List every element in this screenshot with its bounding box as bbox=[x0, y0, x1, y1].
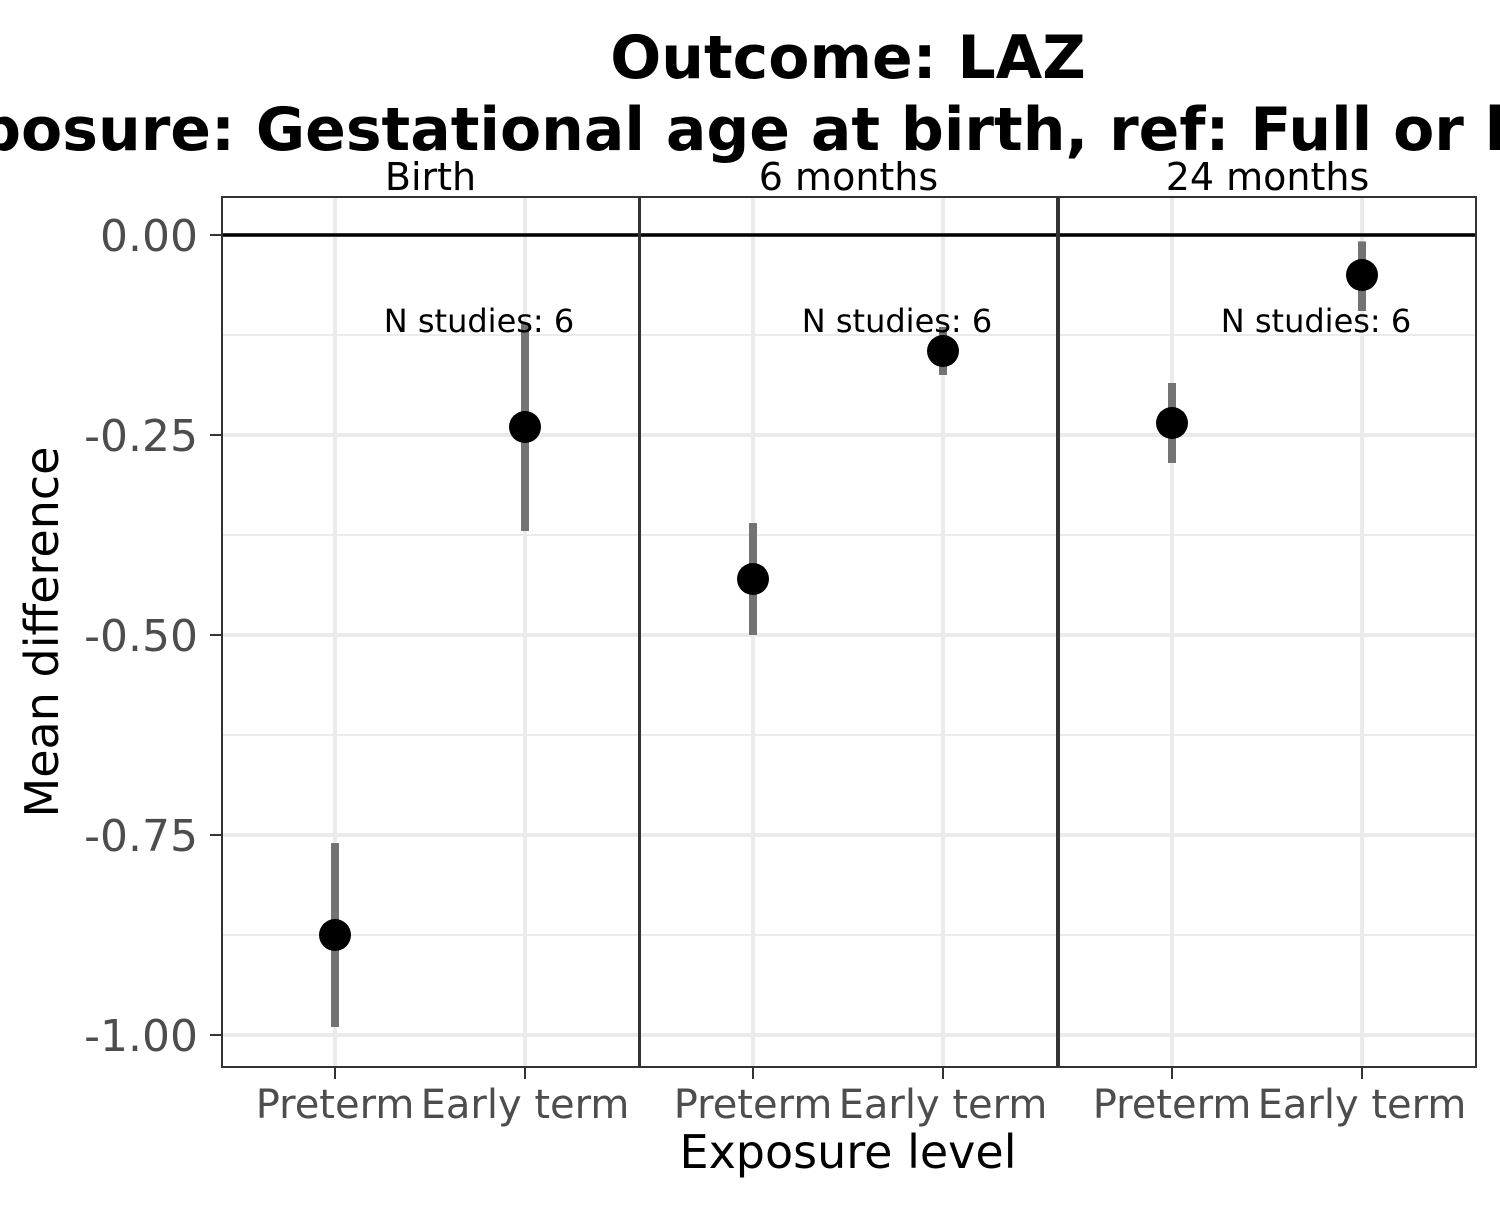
y-axis-title: Mean difference bbox=[15, 447, 69, 818]
n-studies-label: N studies: 6 bbox=[384, 302, 574, 340]
x-tick-label: Early term bbox=[839, 1082, 1048, 1128]
panel-background bbox=[640, 197, 1057, 1067]
x-tick-label: Preterm bbox=[674, 1082, 833, 1128]
x-tick-label: Early term bbox=[1258, 1082, 1467, 1128]
data-point bbox=[1346, 259, 1378, 291]
y-tick-label: -0.25 bbox=[84, 411, 198, 462]
data-point bbox=[927, 335, 959, 367]
y-tick-label: -0.75 bbox=[84, 811, 198, 862]
facet-label: 6 months bbox=[759, 155, 938, 199]
panel-border bbox=[1058, 196, 1477, 1068]
facet-label: 24 months bbox=[1166, 155, 1370, 199]
x-axis-title: Exposure level bbox=[680, 1125, 1017, 1179]
data-point bbox=[737, 563, 769, 595]
facet-label: Birth bbox=[385, 155, 476, 199]
x-tick-label: Preterm bbox=[1093, 1082, 1252, 1128]
panel-border bbox=[639, 196, 1058, 1068]
panel-background bbox=[1059, 197, 1476, 1067]
chart-title: Outcome: LAZ bbox=[610, 23, 1085, 93]
data-point bbox=[509, 411, 541, 443]
y-tick-label: 0.00 bbox=[100, 211, 198, 262]
n-studies-label: N studies: 6 bbox=[802, 302, 992, 340]
x-tick-label: Preterm bbox=[256, 1082, 415, 1128]
data-point bbox=[1156, 407, 1188, 439]
plot-area: 0.00 -0.25 -0.50 -0.75 -1.00 Birth N studies: … bbox=[84, 155, 1477, 1128]
panel-background bbox=[222, 197, 639, 1067]
x-tick-label: Early term bbox=[421, 1082, 630, 1128]
y-tick-label: -0.50 bbox=[84, 611, 198, 662]
n-studies-label: N studies: 6 bbox=[1221, 302, 1411, 340]
data-point bbox=[319, 919, 351, 951]
y-tick-label: -1.00 bbox=[84, 1011, 198, 1062]
chart-subtitle: Exposure: Gestational age at birth, ref:… bbox=[0, 95, 1500, 165]
